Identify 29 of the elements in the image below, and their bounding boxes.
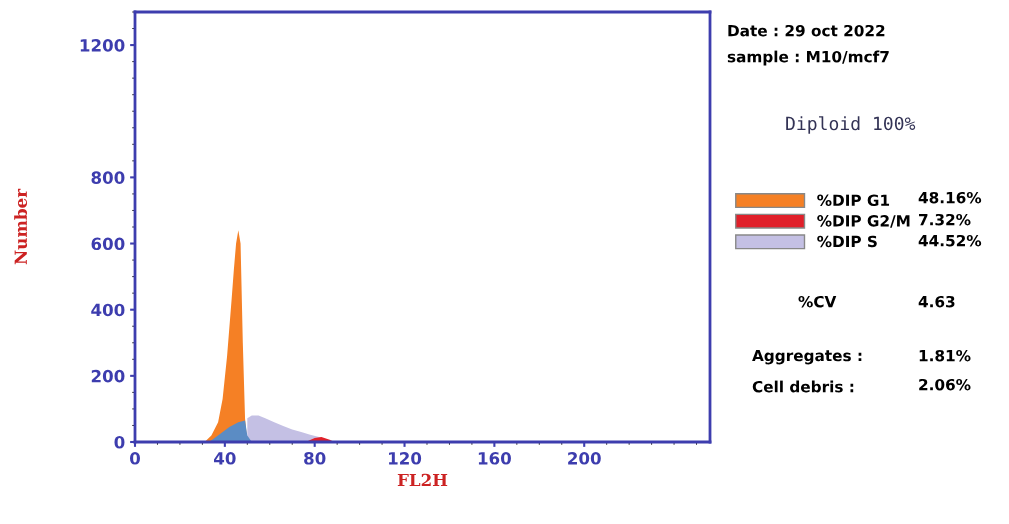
x-tick-label: 0: [130, 452, 140, 465]
text: 7.32%: [919, 213, 971, 226]
y-tick-label: 1200: [80, 39, 125, 52]
y-tick-label: 800: [91, 171, 125, 184]
x-tick-label: 80: [304, 452, 326, 465]
text: Date : 29 oct 2022: [728, 24, 885, 37]
text: Diploid 100%: [786, 116, 916, 134]
text: 1.81%: [919, 349, 971, 362]
text: 48.16%: [918, 191, 982, 204]
text: 44.52%: [918, 234, 982, 247]
legend-label: %DIP G1: [817, 194, 890, 207]
text: %CV: [798, 295, 837, 308]
x-tick-label: 200: [568, 452, 601, 465]
x-axis-title: FL2H: [397, 473, 448, 487]
y-tick-label: 0: [114, 435, 125, 449]
text: Aggregates :: [752, 349, 862, 365]
y-tick-label: 400: [91, 303, 125, 317]
x-tick-label: 40: [214, 452, 236, 465]
legend-label: %DIP G2/M: [817, 215, 910, 228]
text: Cell debris :: [752, 380, 854, 393]
text: 4.63: [918, 295, 955, 308]
text: sample : M10/mcf7: [727, 50, 889, 66]
x-tick-label: 120: [389, 452, 422, 465]
legend-label: %DIP S: [817, 235, 877, 248]
text: 2.06%: [919, 378, 971, 391]
y-tick-label: 600: [91, 237, 125, 251]
y-tick-label: 200: [91, 369, 125, 383]
x-tick-label: 160: [478, 452, 511, 465]
y-axis-title: Number: [14, 188, 28, 265]
